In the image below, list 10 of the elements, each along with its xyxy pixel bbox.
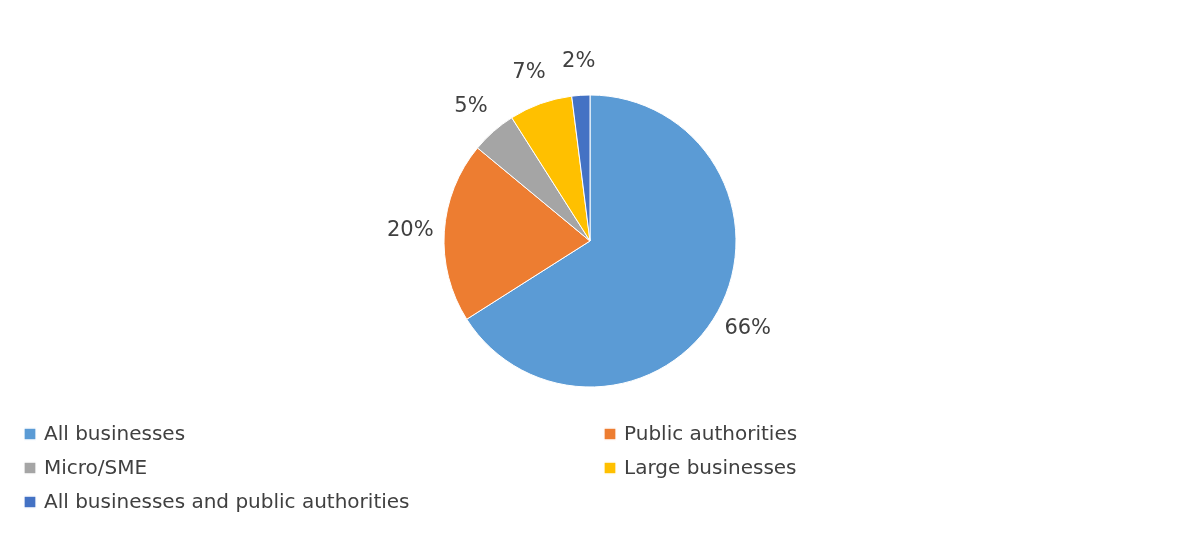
legend-label: All businesses xyxy=(44,421,186,445)
data-label: 5% xyxy=(454,92,488,117)
legend-label: Micro/SME xyxy=(44,455,148,479)
legend-label: All businesses and public authorities xyxy=(44,489,410,513)
data-label: 7% xyxy=(512,58,546,83)
data-label: 20% xyxy=(387,216,434,241)
legend-label: Large businesses xyxy=(624,455,797,479)
data-label: 66% xyxy=(724,314,772,339)
legend-label: Public authorities xyxy=(624,421,798,445)
data-label: 2% xyxy=(562,48,596,73)
